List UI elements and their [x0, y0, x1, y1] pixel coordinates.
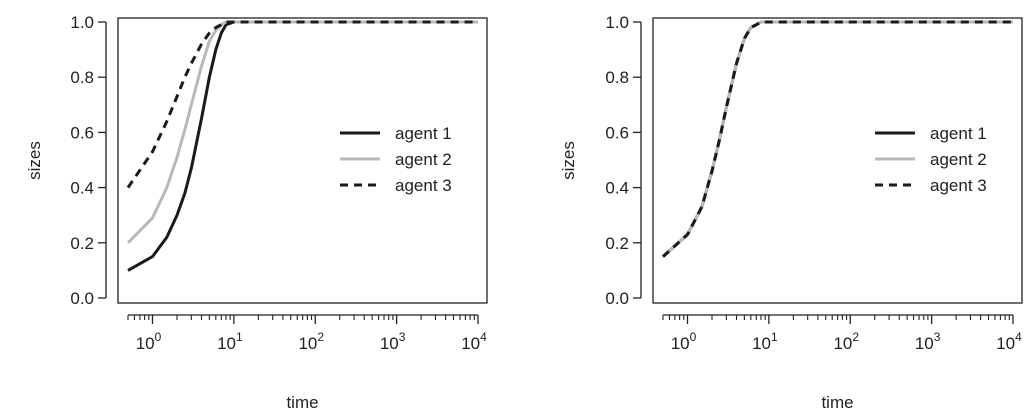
series-line-3: [661, 20, 1013, 258]
x-tick-base: 10: [136, 334, 155, 353]
y-tick-label: 0.4: [605, 179, 629, 198]
x-tick-base: 10: [915, 334, 934, 353]
x-tick-label: 100: [671, 330, 697, 353]
legend-label-1: agent 1: [930, 124, 987, 143]
x-tick-exponent: 4: [480, 330, 487, 344]
y-tick-label: 0.0: [605, 289, 629, 308]
x-tick-label: 103: [915, 330, 941, 353]
x-tick-exponent: 3: [399, 330, 406, 344]
y-tick-label: 0.8: [70, 68, 94, 87]
legend-label-3: agent 3: [395, 176, 452, 195]
y-tick-label: 0.8: [605, 68, 629, 87]
x-tick-base: 10: [752, 334, 771, 353]
x-tick-exponent: 2: [852, 330, 859, 344]
legend-label-3: agent 3: [930, 176, 987, 195]
legend-label-2: agent 2: [395, 150, 452, 169]
x-tick-base: 10: [996, 334, 1015, 353]
y-tick-label: 0.2: [605, 234, 629, 253]
y-tick-label: 0.0: [70, 289, 94, 308]
legend-label-2: agent 2: [930, 150, 987, 169]
x-tick-exponent: 0: [155, 330, 162, 344]
x-tick-label: 102: [298, 330, 324, 353]
x-tick-base: 10: [298, 334, 317, 353]
y-tick-label: 0.2: [70, 234, 94, 253]
series-line-3: [126, 20, 478, 189]
x-tick-label: 104: [461, 330, 487, 353]
x-tick-exponent: 0: [690, 330, 697, 344]
y-tick-label: 0.6: [70, 123, 94, 142]
x-tick-label: 100: [136, 330, 162, 353]
x-tick-base: 10: [217, 334, 236, 353]
y-tick-label: 1.0: [605, 13, 629, 32]
x-tick-base: 10: [671, 334, 690, 353]
x-tick-exponent: 1: [236, 330, 243, 344]
x-tick-exponent: 2: [317, 330, 324, 344]
plot-frame: [652, 17, 1023, 304]
y-tick-label: 0.4: [70, 179, 94, 198]
x-axis-title: time: [286, 393, 318, 412]
x-tick-label: 104: [996, 330, 1022, 353]
x-tick-exponent: 4: [1015, 330, 1022, 344]
y-tick-label: 0.6: [605, 123, 629, 142]
y-axis-title: sizes: [559, 141, 578, 180]
x-tick-label: 103: [380, 330, 406, 353]
legend-label-1: agent 1: [395, 124, 452, 143]
x-tick-base: 10: [380, 334, 399, 353]
plot-frame: [117, 17, 488, 304]
y-tick-label: 1.0: [70, 13, 94, 32]
x-tick-base: 10: [833, 334, 852, 353]
x-tick-exponent: 1: [771, 330, 778, 344]
x-axis-title: time: [821, 393, 853, 412]
x-tick-label: 101: [752, 330, 778, 353]
x-tick-label: 101: [217, 330, 243, 353]
x-tick-exponent: 3: [934, 330, 941, 344]
x-tick-label: 102: [833, 330, 859, 353]
x-tick-base: 10: [461, 334, 480, 353]
y-axis-title: sizes: [25, 141, 44, 180]
